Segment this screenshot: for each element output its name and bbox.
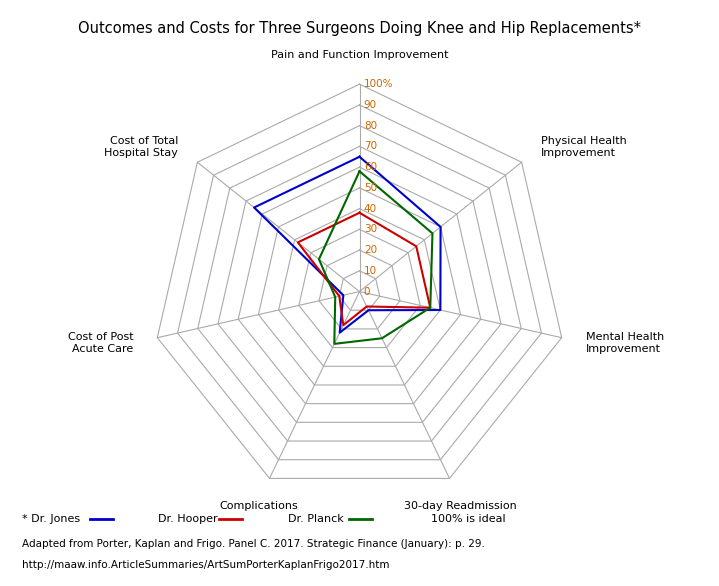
Text: 20: 20 <box>364 245 377 255</box>
Text: 60: 60 <box>364 162 377 172</box>
Text: Mental Health
Improvement: Mental Health Improvement <box>585 332 664 354</box>
Text: http://maaw.info.ArticleSummaries/ArtSumPorterKaplanFrigo2017.htm: http://maaw.info.ArticleSummaries/ArtSum… <box>22 560 389 570</box>
Text: * Dr. Jones: * Dr. Jones <box>22 513 80 524</box>
Text: 80: 80 <box>364 121 377 131</box>
Text: 30-day Readmission: 30-day Readmission <box>404 500 516 510</box>
Text: 50: 50 <box>364 183 377 193</box>
Text: 30: 30 <box>364 224 377 234</box>
Text: Physical Health
Improvement: Physical Health Improvement <box>541 136 626 158</box>
Text: Cost of Total
Hospital Stay: Cost of Total Hospital Stay <box>104 136 178 158</box>
Text: Dr. Hooper: Dr. Hooper <box>158 513 218 524</box>
Text: 70: 70 <box>364 141 377 151</box>
Text: 100%: 100% <box>364 79 393 89</box>
Text: Complications: Complications <box>219 500 298 510</box>
Text: Dr. Planck: Dr. Planck <box>288 513 344 524</box>
Text: 100% is ideal: 100% is ideal <box>431 513 506 524</box>
Text: 10: 10 <box>364 266 377 276</box>
Text: 0: 0 <box>364 287 370 297</box>
Text: Pain and Function Improvement: Pain and Function Improvement <box>271 50 448 60</box>
Text: Outcomes and Costs for Three Surgeons Doing Knee and Hip Replacements*: Outcomes and Costs for Three Surgeons Do… <box>78 21 641 36</box>
Text: Cost of Post
Acute Care: Cost of Post Acute Care <box>68 332 134 354</box>
Text: 40: 40 <box>364 203 377 214</box>
Text: Adapted from Porter, Kaplan and Frigo. Panel C. 2017. Strategic Finance (January: Adapted from Porter, Kaplan and Frigo. P… <box>22 539 485 549</box>
Text: 90: 90 <box>364 100 377 110</box>
